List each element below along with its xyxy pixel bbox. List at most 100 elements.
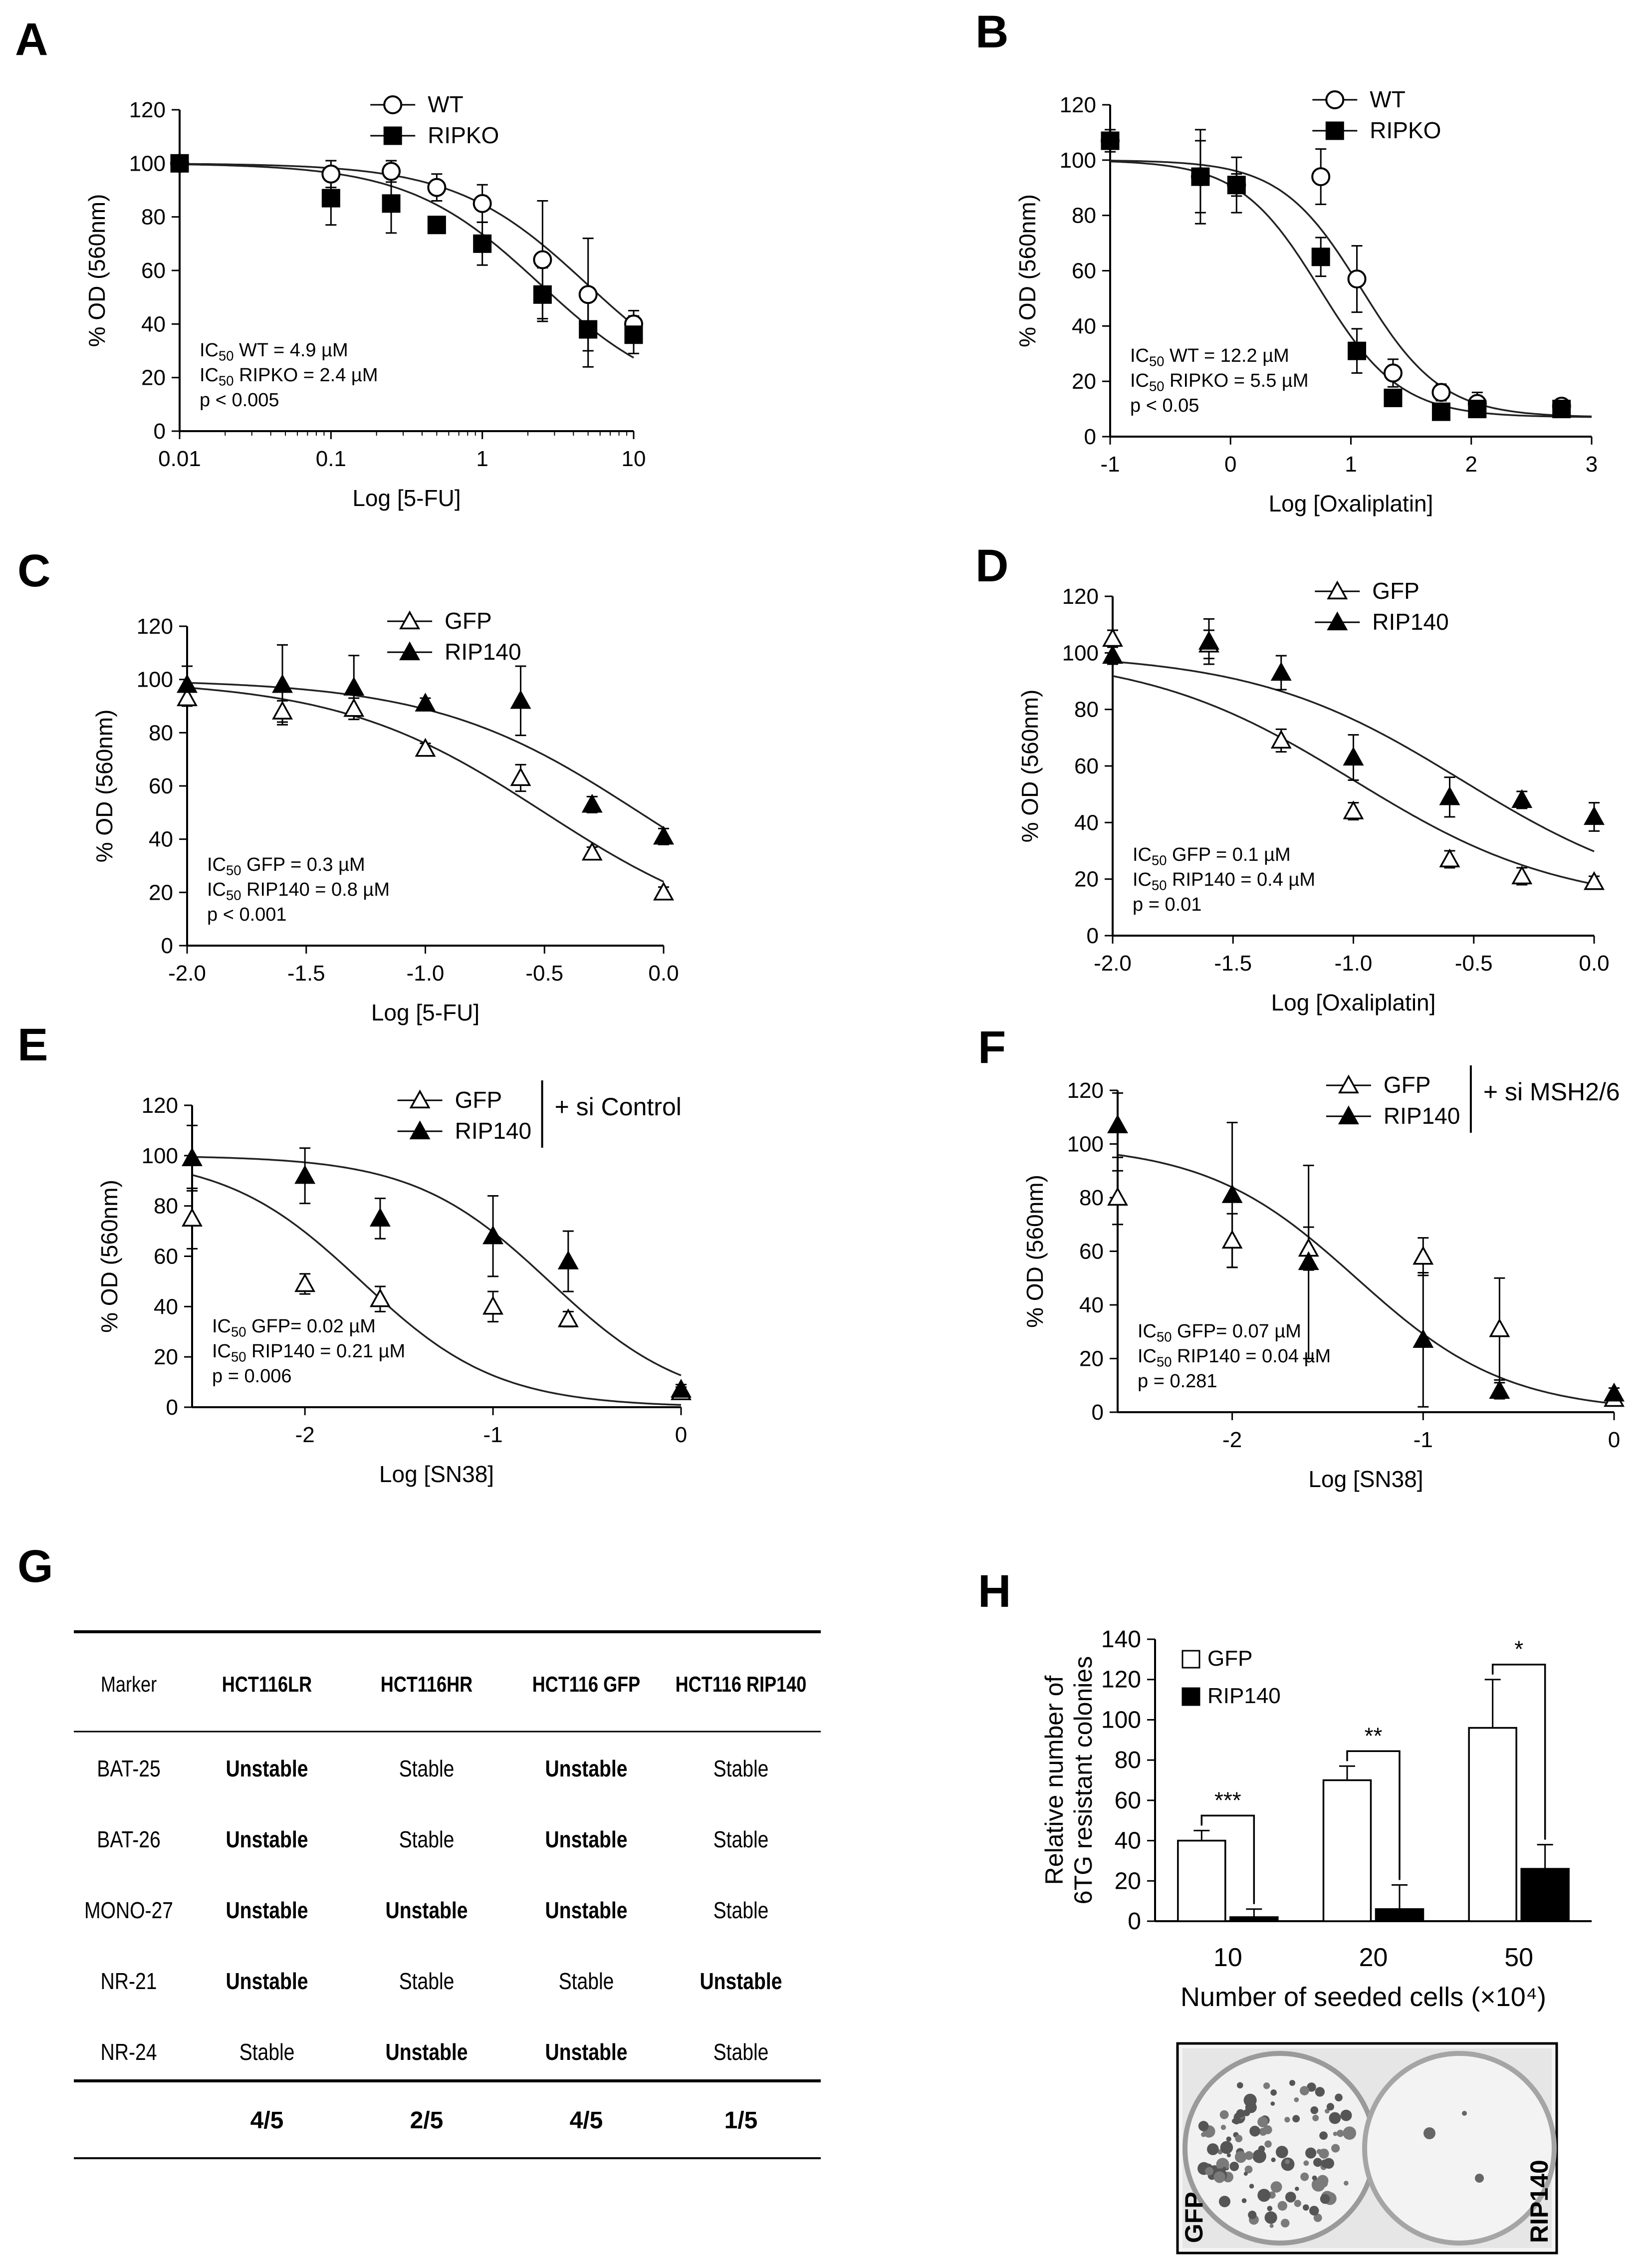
colony (1222, 2167, 1227, 2171)
data-point-RIP140 (1489, 1380, 1510, 1399)
annotation: IC50 RIPKO = 2.4 µM (200, 365, 378, 388)
annotation-rest: RIPKO = 2.4 µM (234, 365, 378, 386)
data-point-RIP140 (557, 1250, 579, 1269)
annotation-sub: 50 (1152, 852, 1167, 868)
colony (1252, 2149, 1266, 2163)
colony (1344, 2181, 1349, 2186)
table-row-label: BAT-26 (97, 1827, 160, 1853)
colony (1312, 2114, 1319, 2121)
colony (1271, 2157, 1276, 2162)
y-axis-label: % OD (560nm) (84, 194, 110, 347)
colony (1292, 2115, 1300, 2123)
fit-curve-RIP140 (192, 1156, 682, 1376)
x-axis-label: Log [Oxaliplatin] (1271, 990, 1436, 1015)
bar-RIP140 (1520, 1868, 1570, 1922)
colony (1219, 2110, 1229, 2119)
annotation: IC50 RIP140 = 0.8 µM (207, 879, 390, 903)
data-point-RIP140 (177, 674, 198, 693)
y-axis-label: 6TG resistant colonies (1069, 1656, 1097, 1904)
y-axis-label: % OD (560nm) (1014, 194, 1040, 347)
annotation-ic: IC (207, 854, 226, 875)
x-tick-label: -2.0 (1094, 951, 1132, 976)
table-header: HCT116 RIP140 (676, 1672, 807, 1697)
table-cell: Unstable (545, 1898, 627, 1924)
table-total: 2/5 (410, 2107, 444, 2134)
panel-letter-E: E (17, 1019, 48, 1070)
y-axis-label: % OD (560nm) (1022, 1175, 1048, 1328)
annotation: IC50 GFP = 0.1 µM (1133, 844, 1291, 868)
y-tick-label: 60 (1072, 259, 1096, 283)
data-point-GFP (1343, 800, 1364, 819)
legend-label-RIP140: RIP140 (1384, 1103, 1460, 1129)
x-tick-label: 0.0 (1579, 951, 1609, 976)
significance-bracket (1346, 1750, 1401, 1880)
y-tick-label: 120 (1101, 1667, 1141, 1693)
annotation: p = 0.01 (1133, 894, 1201, 915)
colony (1307, 2082, 1316, 2092)
colony (1201, 2132, 1206, 2137)
x-tick-label: -1.5 (287, 961, 325, 986)
x-axis-label: Log [5-FU] (371, 1000, 479, 1025)
data-point-GFP (415, 738, 436, 757)
colony (1303, 2160, 1309, 2166)
annotation-rest: GFP = 0.3 µM (241, 854, 365, 875)
annotation-sub: 50 (1157, 1329, 1172, 1344)
y-tick-label: 100 (129, 151, 166, 176)
colony (1269, 2224, 1274, 2228)
annotation: p = 0.006 (212, 1366, 292, 1387)
y-tick-label: 140 (1101, 1626, 1141, 1653)
x-axis-label: Log [SN38] (379, 1461, 494, 1487)
colony (1264, 2140, 1272, 2148)
x-tick-label: 50 (1504, 1943, 1533, 1972)
annotation-sub: 50 (226, 887, 241, 903)
data-point-GFP (1413, 1246, 1434, 1265)
panel-letter-C: C (17, 545, 50, 596)
chart-panel-F: F 0 20 40 60 80 100 120 -2 -1 0 Log [SN38] % OD (560… (978, 1022, 1625, 1492)
data-point-RIP140 (1439, 786, 1460, 805)
data-point-RIP140 (343, 677, 365, 696)
y-axis-label: Relative number of (1040, 1676, 1068, 1885)
colony (1289, 2080, 1296, 2086)
colony (1275, 2146, 1288, 2158)
data-point-RIPKO (427, 216, 446, 235)
legend-marker-RIP140 (399, 641, 421, 661)
table-cell: Unstable (226, 1756, 308, 1782)
x-tick-label: 0 (675, 1423, 687, 1447)
significance-bracket (1491, 1663, 1546, 1840)
colony (1237, 2082, 1243, 2089)
y-tick-label: 60 (1074, 754, 1099, 778)
annotation: IC50 RIP140 = 0.04 µM (1138, 1346, 1331, 1369)
chart-panel-A: A 0 20 40 60 80 100 120 0.01 0.1 1 10 Log [5-FU] % OD… (15, 14, 646, 511)
data-point-RIP140 (1343, 747, 1364, 766)
y-tick-label: 40 (149, 827, 173, 852)
table-cell: Unstable (226, 1969, 308, 1995)
chart-panel-C: C 0 20 40 60 80 100 120 -2.0 -1.5 -1.0 -0.5 0.0 Log [… (17, 545, 679, 1025)
data-point-WT (1347, 269, 1367, 289)
panel-letter-H: H (978, 1566, 1011, 1617)
legend-label-RIP140: RIP140 (445, 639, 521, 665)
table-total: 4/5 (570, 2107, 603, 2134)
data-point-RIPKO (624, 325, 643, 344)
legend-marker-GFP (1338, 1074, 1359, 1094)
y-tick-label: 20 (1072, 369, 1096, 394)
colony (1285, 2159, 1290, 2164)
annotation: p = 0.281 (1138, 1371, 1217, 1392)
x-tick-label: -1 (1414, 1428, 1433, 1452)
colony (1229, 2162, 1239, 2171)
colony (1264, 2211, 1277, 2224)
bar-RIP140 (1375, 1908, 1424, 1922)
data-point-GFP (1584, 871, 1605, 890)
annotation-rest: GFP= 0.02 µM (246, 1316, 376, 1337)
colony (1309, 2206, 1319, 2216)
panel-letter-D: D (975, 540, 1008, 591)
colony (1295, 2186, 1299, 2191)
y-tick-label: 60 (1115, 1787, 1141, 1814)
annotation-rest: RIP140 = 0.21 µM (246, 1341, 405, 1362)
legend-label-GFP: GFP (1384, 1072, 1431, 1098)
colony (1270, 2101, 1275, 2106)
data-point-GFP (177, 687, 198, 707)
annotation: IC50 RIPKO = 5.5 µM (1130, 370, 1308, 394)
x-tick-label: 1 (1345, 452, 1357, 477)
colony (1423, 2127, 1435, 2139)
